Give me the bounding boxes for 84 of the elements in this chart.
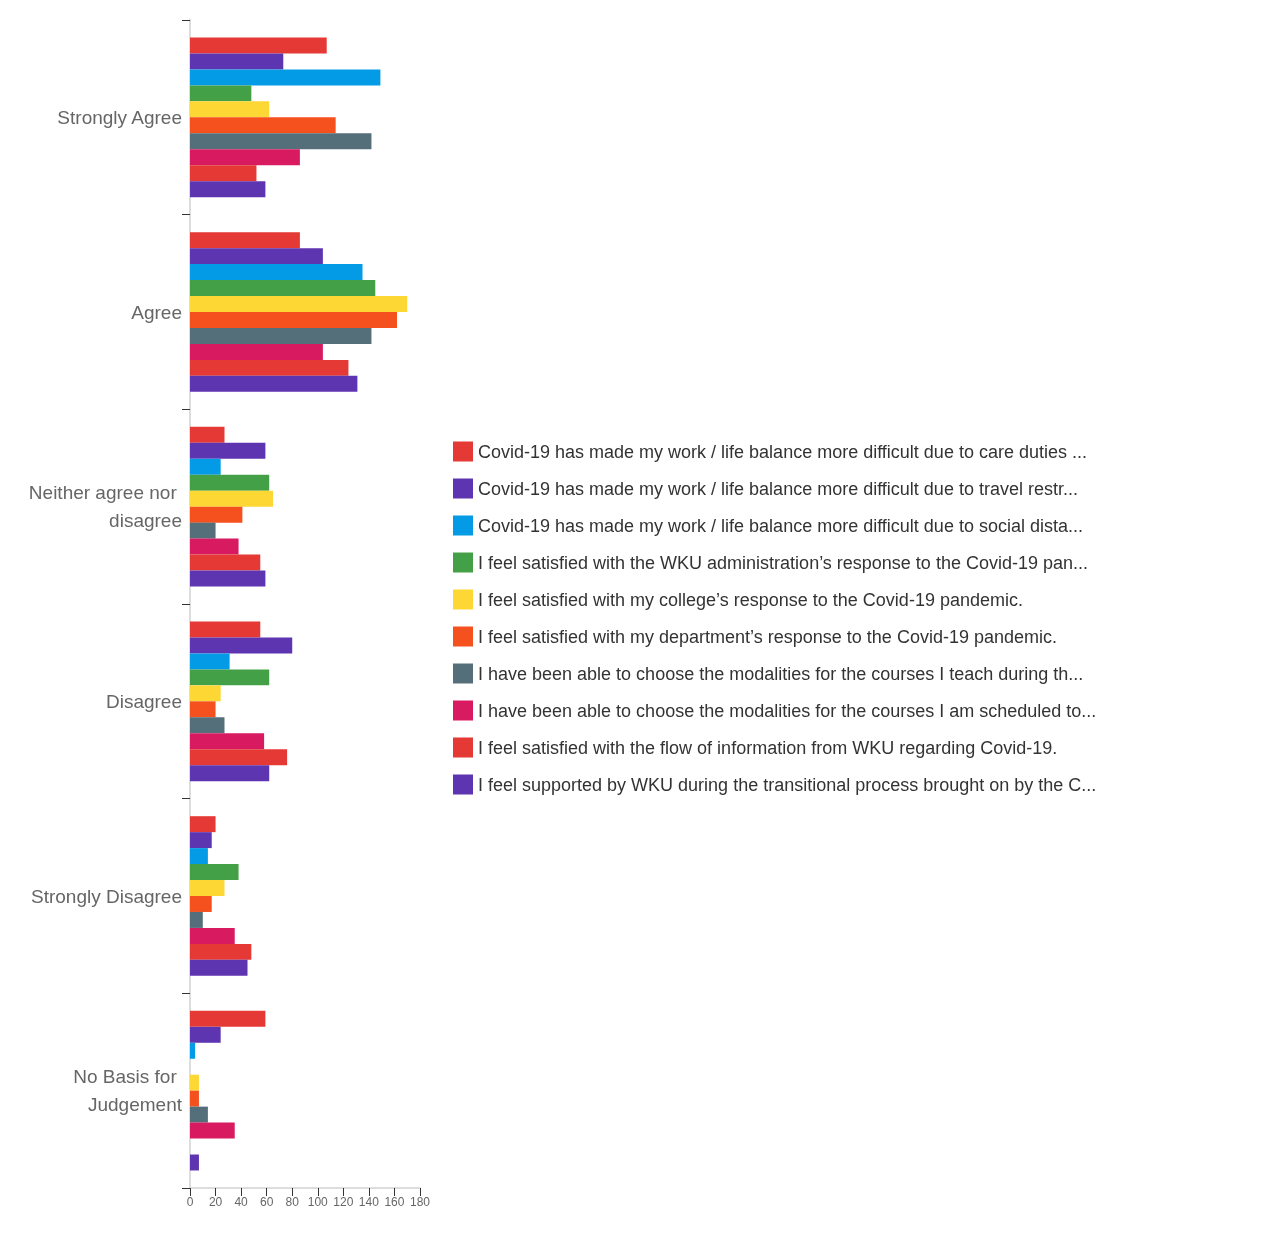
bar xyxy=(190,621,261,638)
bar xyxy=(190,717,225,734)
bar xyxy=(190,442,266,459)
bar xyxy=(190,896,212,912)
bar xyxy=(190,181,266,198)
x-tick-label: 140 xyxy=(358,1195,380,1209)
legend-label: I feel supported by WKU during the transitional process brought on by the C... xyxy=(478,774,1097,795)
bar xyxy=(190,1074,199,1091)
bar xyxy=(190,1026,221,1043)
bar xyxy=(190,848,208,865)
bar xyxy=(190,701,216,718)
bar xyxy=(190,959,248,976)
legend-label: I feel satisfied with my department’s response to the Covid-19 pandemic. xyxy=(478,626,1057,647)
bar xyxy=(190,53,284,70)
y-tick-label: No Basis for Judgement xyxy=(73,1066,183,1116)
bar xyxy=(190,359,349,376)
y-tick-label: Neither agree nor disagree xyxy=(28,482,182,532)
bar xyxy=(190,117,336,134)
bar xyxy=(190,343,323,360)
bar xyxy=(190,637,293,654)
y-tick-label: Agree xyxy=(131,301,182,323)
legend-label: Covid-19 has made my work / life balance more difficult due to travel restr... xyxy=(478,478,1078,499)
x-tick-label: 100 xyxy=(307,1195,329,1209)
bar xyxy=(190,85,252,102)
bar xyxy=(190,554,261,571)
bar xyxy=(190,1042,196,1059)
bar xyxy=(190,749,288,766)
bar xyxy=(190,296,408,312)
bar xyxy=(190,101,270,118)
bar xyxy=(190,69,381,86)
bar xyxy=(190,669,270,686)
bar xyxy=(190,458,221,475)
bar xyxy=(190,312,397,328)
y-tick-label: Disagree xyxy=(105,690,182,712)
bar xyxy=(190,911,203,928)
x-tick-label: 60 xyxy=(259,1195,274,1209)
bar xyxy=(190,570,266,587)
bar xyxy=(190,927,235,944)
bar xyxy=(190,1010,266,1027)
bar xyxy=(190,653,230,670)
bar xyxy=(190,375,358,392)
x-tick-label: 120 xyxy=(333,1195,354,1209)
bar xyxy=(190,765,270,782)
bar xyxy=(190,327,372,344)
bar xyxy=(190,280,376,297)
bar xyxy=(190,733,265,750)
bar xyxy=(190,685,221,702)
bar xyxy=(190,1090,199,1107)
bar xyxy=(190,506,243,523)
y-tick-label: Strongly Agree xyxy=(57,106,182,128)
legend-label: I feel satisfied with the flow of information from WKU regarding Covid-19. xyxy=(478,737,1058,758)
legend-label: I feel satisfied with the WKU administration’s response to the Covid-19 pan... xyxy=(478,552,1088,573)
bar xyxy=(190,816,216,833)
legend-label: I have been able to choose the modalities for the courses I teach during th... xyxy=(478,663,1084,684)
bar xyxy=(190,232,300,249)
x-tick-label: 180 xyxy=(409,1195,431,1209)
bar xyxy=(190,37,327,54)
x-tick-label: 160 xyxy=(384,1195,405,1209)
legend-label: I feel satisfied with my college’s response to the Covid-19 pandemic. xyxy=(478,589,1023,610)
x-tick-label: 20 xyxy=(208,1195,223,1209)
legend-label: Covid-19 has made my work / life balance more difficult due to social dista... xyxy=(478,515,1083,536)
bar xyxy=(190,248,323,265)
bar xyxy=(190,426,225,443)
bar xyxy=(190,264,363,281)
bar xyxy=(190,522,216,539)
bar xyxy=(190,538,239,555)
y-tick-label: Strongly Disagree xyxy=(30,885,182,907)
bar xyxy=(190,149,300,166)
bar xyxy=(190,943,252,960)
bar xyxy=(190,832,212,849)
legend-label: I have been able to choose the modalities for the courses I am scheduled to... xyxy=(478,700,1097,721)
bar xyxy=(190,133,372,150)
bar xyxy=(190,1106,208,1123)
x-tick-label: 40 xyxy=(234,1195,249,1209)
bar xyxy=(190,165,257,182)
bar xyxy=(190,1154,199,1171)
x-tick-label: 0 xyxy=(186,1195,194,1209)
bar xyxy=(190,490,274,507)
legend-label: Covid-19 has made my work / life balance more difficult due to care duties ... xyxy=(478,441,1087,462)
bar xyxy=(190,1122,235,1139)
bar xyxy=(190,864,239,881)
x-tick-label: 80 xyxy=(285,1195,300,1209)
bar xyxy=(190,474,270,491)
bar xyxy=(190,880,225,896)
